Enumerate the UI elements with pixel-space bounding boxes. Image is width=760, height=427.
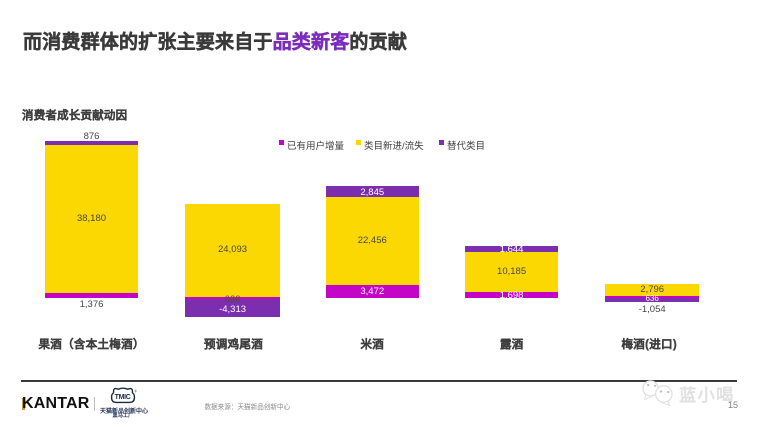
svg-text:®: ®: [135, 390, 138, 394]
svg-text:TMIC: TMIC: [115, 394, 131, 401]
svg-text:蓝小喝: 蓝小喝: [679, 385, 734, 405]
